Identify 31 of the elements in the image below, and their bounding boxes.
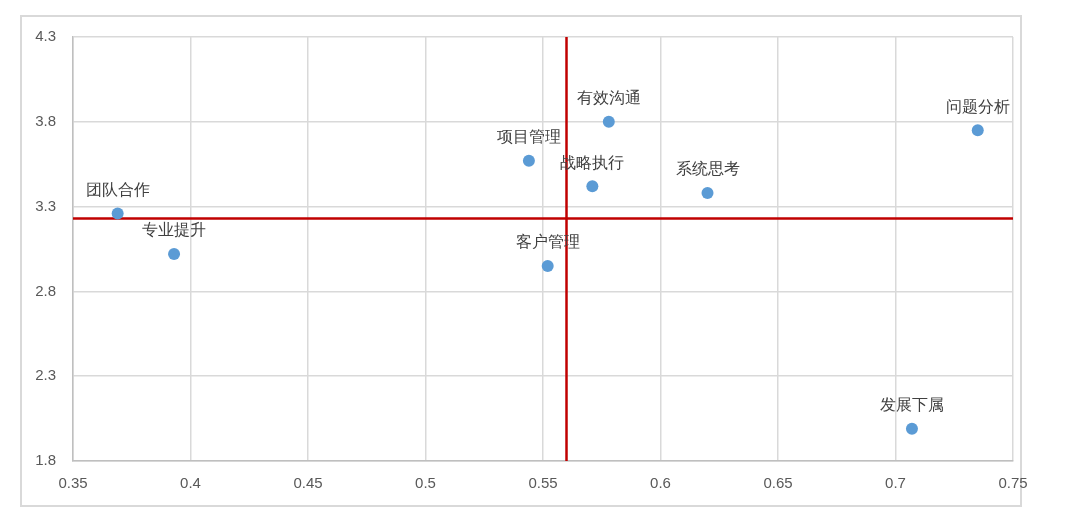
y-tick-label: 2.8 bbox=[35, 281, 56, 299]
series-label: 发展下属 bbox=[879, 396, 944, 414]
series-label: 问题分析 bbox=[945, 97, 1010, 115]
x-tick-label: 0.6 bbox=[650, 474, 671, 492]
point bbox=[522, 154, 535, 167]
series-label: 专业提升 bbox=[142, 221, 207, 239]
point bbox=[905, 422, 918, 435]
x-tick-label: 0.65 bbox=[763, 474, 793, 492]
x-tick-label: 0.5 bbox=[415, 474, 436, 492]
y-tick-label: 3.3 bbox=[35, 196, 56, 214]
x-tick-label: 0.4 bbox=[180, 474, 201, 492]
y-tick-label: 2.3 bbox=[35, 366, 56, 384]
series-label: 团队合作 bbox=[85, 180, 150, 198]
point bbox=[701, 187, 714, 200]
x-tick-label: 0.35 bbox=[58, 474, 88, 492]
point bbox=[541, 259, 554, 272]
point bbox=[168, 248, 181, 261]
series-label: 项目管理 bbox=[496, 128, 561, 146]
series-label: 有效沟通 bbox=[576, 89, 641, 107]
y-tick-label: 4.3 bbox=[35, 27, 56, 45]
point bbox=[971, 124, 984, 137]
y-tick-label: 3.8 bbox=[35, 111, 56, 129]
point bbox=[602, 115, 615, 128]
point bbox=[111, 207, 124, 220]
x-tick-label: 0.7 bbox=[885, 474, 906, 492]
x-tick-label: 0.55 bbox=[528, 474, 558, 492]
y-tick-label: 1.8 bbox=[35, 451, 56, 469]
x-tick-label: 0.75 bbox=[998, 474, 1028, 492]
series-label: 系统思考 bbox=[675, 160, 740, 178]
point bbox=[586, 180, 599, 193]
x-tick-label: 0.45 bbox=[293, 474, 323, 492]
